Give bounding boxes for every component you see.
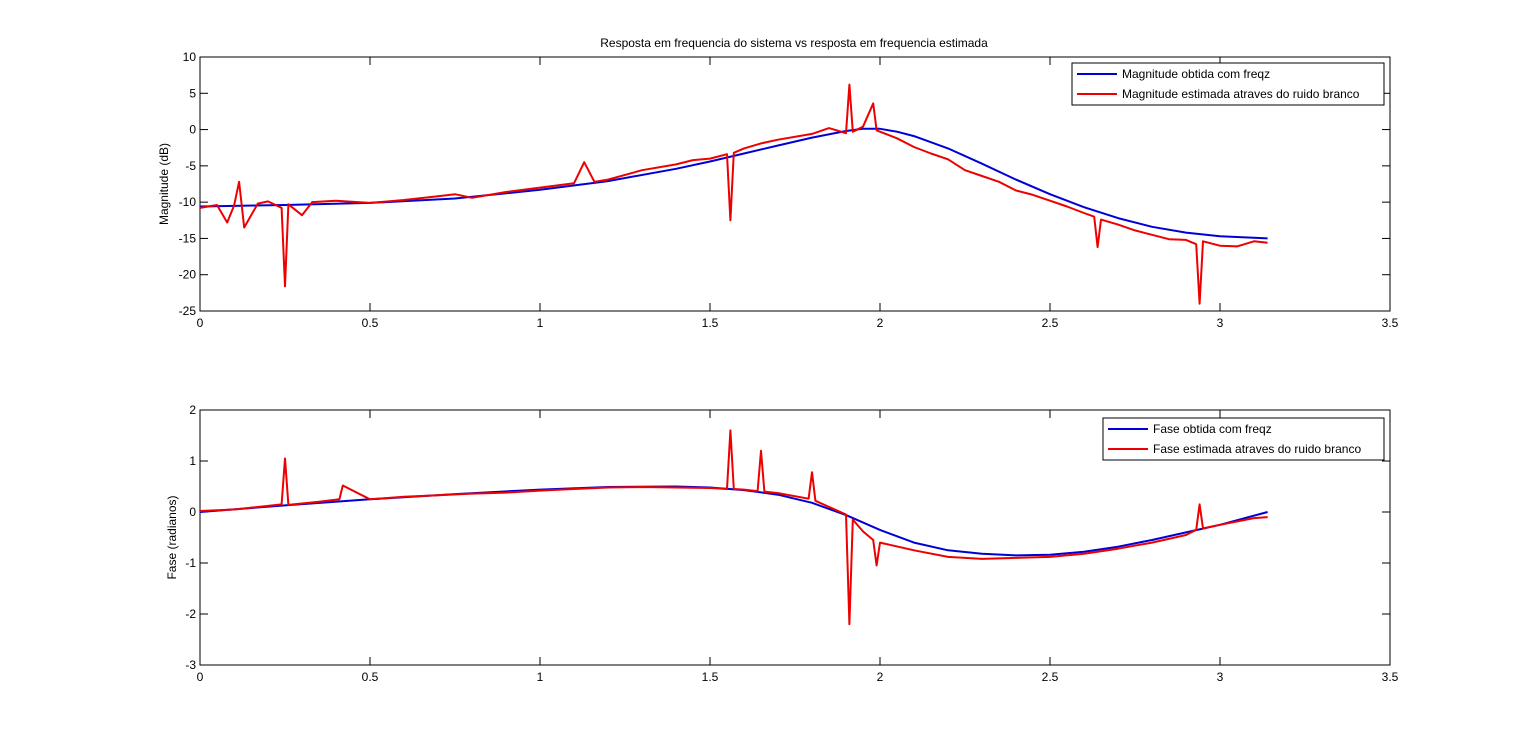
magnitude-axes: 0 0.5 1 1.5 2 2.5 3 3.5 -25 -20 -15 -10 -5 0 5 10 Magnit… xyxy=(157,50,1399,330)
magnitude-legend: Magnitude obtida com freqz Magnitude esti… xyxy=(1071,62,1385,106)
magnitude-y-tick-label: -15 xyxy=(179,231,197,245)
phase-x-tick-label: 2.5 xyxy=(1042,670,1059,684)
magnitude-y-tick-label: -20 xyxy=(179,268,197,282)
phase-x-tick-label: 3 xyxy=(1217,670,1224,684)
magnitude-x-tick-label: 3.5 xyxy=(1382,316,1399,330)
magnitude-y-tick-label: -5 xyxy=(185,159,196,173)
magnitude-x-tick-label: 3 xyxy=(1217,316,1224,330)
magnitude-x-tick-label: 1 xyxy=(537,316,544,330)
magnitude-series-freqz-line xyxy=(200,127,1268,240)
phase-x-tick-label: 2 xyxy=(877,670,884,684)
phase-x-tick-label: 1 xyxy=(537,670,544,684)
magnitude-x-tick-label: 2 xyxy=(877,316,884,330)
phase-legend-label: Fase obtida com freqz xyxy=(1153,422,1272,436)
phase-legend: Fase obtida com freqz Fase estimada atrav… xyxy=(1102,417,1385,461)
magnitude-x-tick-label: 0 xyxy=(197,316,204,330)
magnitude-x-tick-label: 1.5 xyxy=(702,316,719,330)
phase-axes: 0 0.5 1 1.5 2 2.5 3 3.5 -3 -2 -1 0 1 2 Fase (radianos)… xyxy=(165,403,1399,684)
phase-x-tick-label: 1.5 xyxy=(702,670,719,684)
phase-series-freqz-line xyxy=(200,485,1268,557)
phase-y-tick-label: -3 xyxy=(185,658,196,672)
phase-y-tick-label: 1 xyxy=(189,454,196,468)
phase-y-tick-label: -2 xyxy=(185,607,196,621)
magnitude-y-tick-label: -25 xyxy=(179,304,197,318)
phase-y-tick-label: -1 xyxy=(185,556,196,570)
magnitude-y-tick-label: 5 xyxy=(189,86,196,100)
magnitude-x-tick-label: 0.5 xyxy=(362,316,379,330)
phase-y-axis-label: Fase (radianos) xyxy=(165,495,179,579)
phase-x-tick-label: 3.5 xyxy=(1382,670,1399,684)
phase-y-tick-label: 2 xyxy=(189,403,196,417)
phase-legend-box xyxy=(1102,417,1385,461)
magnitude-y-axis-label: Magnitude (dB) xyxy=(157,143,171,225)
phase-y-tick-label: 0 xyxy=(189,505,196,519)
magnitude-legend-label: Magnitude estimada atraves do ruido bran… xyxy=(1122,87,1360,101)
phase-x-tick-label: 0 xyxy=(197,670,204,684)
magnitude-y-tick-label: 10 xyxy=(183,50,197,64)
magnitude-legend-label: Magnitude obtida com freqz xyxy=(1122,67,1270,81)
magnitude-y-tick-label: 0 xyxy=(189,123,196,137)
magnitude-y-tick-label: -10 xyxy=(179,195,197,209)
magnitude-x-tick-label: 2.5 xyxy=(1042,316,1059,330)
magnitude-series-estimated-line xyxy=(200,83,1268,305)
phase-x-tick-label: 0.5 xyxy=(362,670,379,684)
figure-title: Resposta em frequencia do sistema vs res… xyxy=(600,36,988,50)
magnitude-legend-box xyxy=(1071,62,1385,106)
phase-series-estimated-line xyxy=(200,429,1268,626)
phase-legend-label: Fase estimada atraves do ruido branco xyxy=(1153,442,1361,456)
